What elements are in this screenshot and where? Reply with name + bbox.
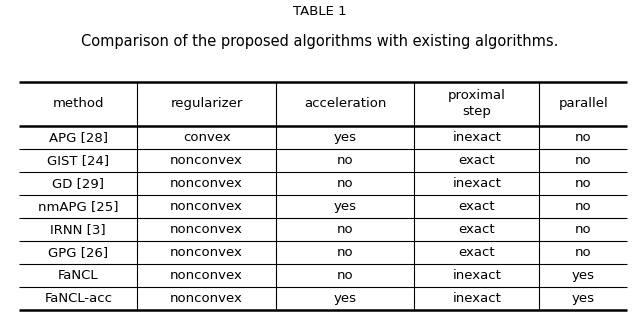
Text: nonconvex: nonconvex [170,223,243,236]
Text: no: no [337,154,353,167]
Text: GPG [26]: GPG [26] [48,246,108,259]
Text: FaNCL-acc: FaNCL-acc [44,292,112,305]
Text: nonconvex: nonconvex [170,246,243,259]
Text: nonconvex: nonconvex [170,292,243,305]
Text: proximal
step: proximal step [448,89,506,118]
Text: yes: yes [572,292,595,305]
Text: GD [29]: GD [29] [52,177,104,190]
Text: nonconvex: nonconvex [170,154,243,167]
Text: exact: exact [459,223,495,236]
Text: inexact: inexact [452,292,501,305]
Text: no: no [575,223,591,236]
Text: no: no [337,177,353,190]
Text: exact: exact [459,246,495,259]
Text: no: no [337,223,353,236]
Text: FaNCL: FaNCL [58,269,99,282]
Text: convex: convex [183,131,230,144]
Text: APG [28]: APG [28] [49,131,108,144]
Text: nmAPG [25]: nmAPG [25] [38,200,118,213]
Text: no: no [575,131,591,144]
Text: exact: exact [459,154,495,167]
Text: regularizer: regularizer [170,97,243,110]
Text: yes: yes [572,269,595,282]
Text: TABLE 1: TABLE 1 [293,5,347,18]
Text: yes: yes [333,131,356,144]
Text: nonconvex: nonconvex [170,177,243,190]
Text: no: no [575,246,591,259]
Text: inexact: inexact [452,269,501,282]
Text: no: no [337,246,353,259]
Text: yes: yes [333,200,356,213]
Text: acceleration: acceleration [304,97,387,110]
Text: inexact: inexact [452,131,501,144]
Text: no: no [575,177,591,190]
Text: no: no [575,154,591,167]
Text: Comparison of the proposed algorithms with existing algorithms.: Comparison of the proposed algorithms wi… [81,34,559,49]
Text: GIST [24]: GIST [24] [47,154,109,167]
Text: nonconvex: nonconvex [170,269,243,282]
Text: exact: exact [459,200,495,213]
Text: IRNN [3]: IRNN [3] [51,223,106,236]
Text: inexact: inexact [452,177,501,190]
Text: no: no [337,269,353,282]
Text: no: no [575,200,591,213]
Text: nonconvex: nonconvex [170,200,243,213]
Text: method: method [52,97,104,110]
Text: yes: yes [333,292,356,305]
Text: parallel: parallel [559,97,608,110]
